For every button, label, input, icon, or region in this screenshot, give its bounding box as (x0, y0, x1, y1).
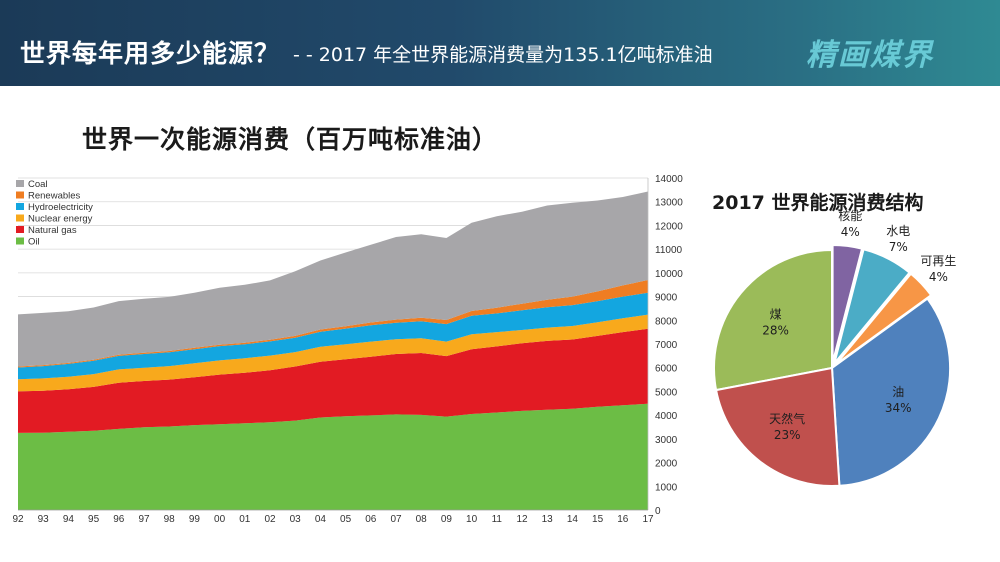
x-tick-label: 98 (164, 514, 176, 525)
x-tick-label: 94 (63, 514, 75, 525)
y-tick-label: 12000 (655, 221, 683, 232)
x-tick-label: 10 (466, 514, 478, 525)
x-tick-label: 92 (12, 514, 24, 525)
y-tick-label: 8000 (655, 316, 678, 327)
y-tick-label: 10000 (655, 269, 683, 280)
y-tick-label: 4000 (655, 411, 678, 422)
pie-slice (831, 243, 864, 364)
banner-subtitle: - - 2017 年全世界能源消费量为135.1亿吨标准油 (293, 44, 713, 66)
pie-slice (833, 248, 911, 365)
x-tick-label: 12 (516, 514, 528, 525)
x-tick-label: 16 (617, 514, 629, 525)
banner-title: 世界每年用多少能源？ (20, 39, 281, 68)
legend-label: Natural gas (28, 225, 77, 236)
oil-area (18, 403, 648, 510)
x-tick-label: 17 (642, 514, 654, 525)
x-tick-label: 04 (315, 514, 327, 525)
pie-slice (713, 248, 833, 392)
x-tick-label: 02 (264, 514, 276, 525)
pie-slice-label: 天然气 (769, 411, 805, 426)
legend-label: Nuclear energy (28, 214, 93, 225)
stacked-area-chart: 0100020003000400050006000700080009000100… (12, 174, 683, 525)
y-tick-label: 14000 (655, 174, 683, 185)
x-tick-label: 13 (542, 514, 554, 525)
pie-slice-label: 可再生 (920, 254, 956, 268)
y-tick-label: 11000 (655, 245, 683, 256)
legend-label: Renewables (28, 191, 81, 202)
x-tick-label: 00 (214, 514, 226, 525)
x-tick-label: 01 (239, 514, 251, 525)
legend-swatch (16, 214, 24, 222)
x-tick-label: 11 (492, 514, 503, 525)
x-tick-label: 03 (290, 514, 302, 525)
legend-swatch (16, 226, 24, 233)
legend-label: Hydroelectricity (28, 202, 93, 213)
pie-slice (830, 297, 952, 487)
y-tick-label: 3000 (655, 435, 678, 446)
title-banner: 世界每年用多少能源？ - - 2017 年全世界能源消费量为135.1亿吨标准油… (0, 0, 1000, 86)
x-tick-label: 93 (38, 514, 50, 525)
pie-slice-label: 煤 (770, 307, 782, 321)
y-tick-label: 6000 (655, 364, 678, 375)
area-chart-title: 世界一次能源消费（百万吨标准油） (82, 125, 499, 154)
legend-label: Coal (28, 179, 48, 190)
pie-slice-percent: 23% (774, 428, 801, 442)
y-tick-label: 5000 (655, 387, 678, 398)
x-tick-label: 95 (88, 514, 100, 525)
y-tick-label: 13000 (655, 198, 683, 209)
legend-label: Oil (28, 237, 40, 248)
y-tick-label: 7000 (655, 340, 678, 351)
x-tick-label: 14 (567, 514, 579, 525)
x-tick-label: 08 (416, 514, 428, 525)
pie-slice (834, 272, 933, 366)
natural-gas-area (18, 328, 648, 433)
x-tick-label: 09 (441, 514, 453, 525)
pie-slice-percent: 28% (762, 323, 789, 337)
pie-slice-percent: 7% (889, 240, 908, 254)
legend-swatch (16, 203, 24, 210)
legend-swatch (16, 191, 24, 199)
pie-chart-title: 2017 世界能源消费结构 (712, 192, 924, 214)
pie-slice (714, 366, 841, 488)
x-tick-label: 97 (138, 514, 150, 525)
legend-swatch (16, 237, 24, 245)
y-tick-label: 2000 (655, 459, 678, 470)
x-tick-label: 15 (592, 514, 604, 525)
brand-logo: 精画煤界 (806, 38, 934, 73)
x-tick-label: 06 (365, 514, 377, 525)
y-tick-label: 1000 (655, 482, 678, 493)
nuclear-energy-area (18, 314, 648, 392)
x-tick-label: 07 (390, 514, 402, 525)
pie-slice-percent: 4% (841, 225, 860, 239)
y-tick-label: 0 (655, 506, 661, 517)
pie-slice-label: 油 (892, 385, 904, 399)
y-tick-label: 9000 (655, 293, 678, 304)
coal-area (18, 191, 648, 367)
pie-slice-percent: 4% (929, 270, 948, 284)
x-tick-label: 96 (113, 514, 125, 525)
x-tick-label: 05 (340, 514, 352, 525)
pie-slice-percent: 34% (885, 401, 912, 415)
x-tick-label: 99 (189, 514, 201, 525)
hydroelectricity-area (18, 292, 648, 380)
pie-slice-label: 水电 (886, 224, 910, 238)
legend-swatch (16, 180, 24, 187)
